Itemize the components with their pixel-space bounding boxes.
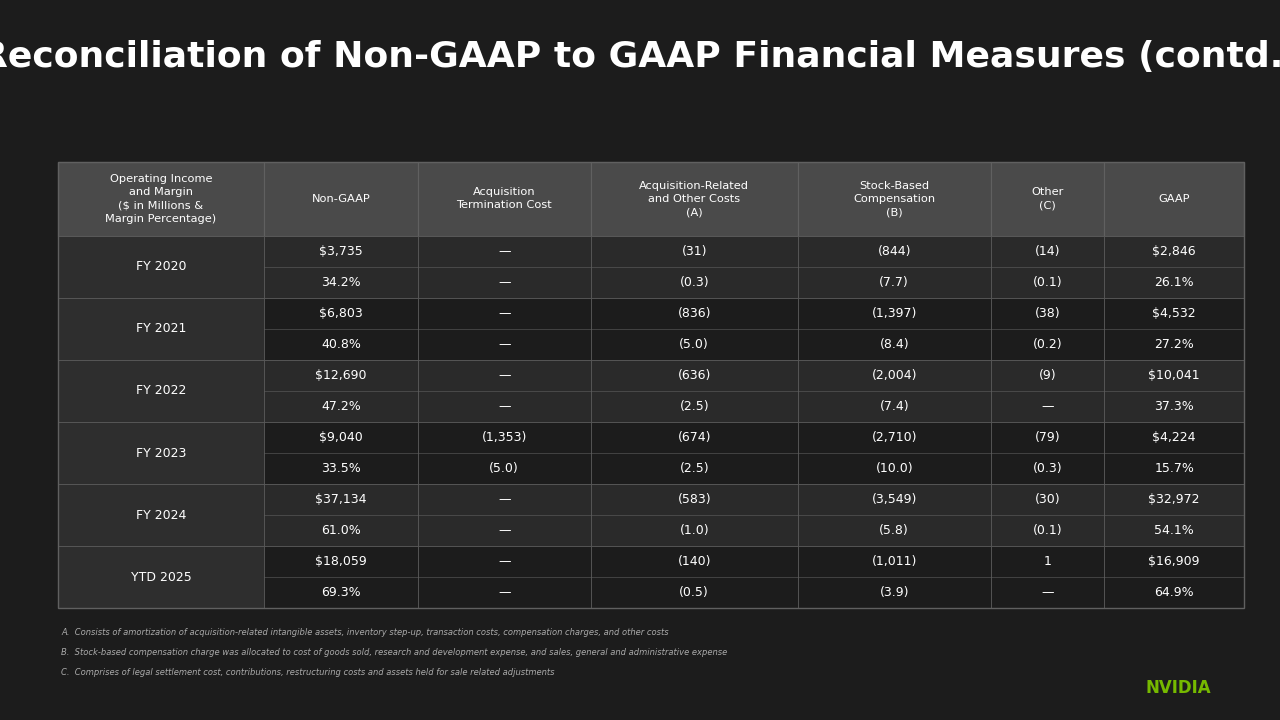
Text: —: — — [498, 245, 511, 258]
Text: $32,972: $32,972 — [1148, 493, 1199, 506]
Text: $37,134: $37,134 — [315, 493, 366, 506]
Text: —: — — [498, 369, 511, 382]
Text: (10.0): (10.0) — [876, 462, 913, 475]
Text: $9,040: $9,040 — [319, 431, 362, 444]
Text: (0.1): (0.1) — [1033, 524, 1062, 537]
Text: B.  Stock-based compensation charge was allocated to cost of goods sold, researc: B. Stock-based compensation charge was a… — [61, 648, 728, 657]
Text: —: — — [498, 586, 511, 599]
Text: Stock-Based
Compensation
(B): Stock-Based Compensation (B) — [854, 181, 936, 217]
Text: (30): (30) — [1034, 493, 1060, 506]
Text: NVIDIA: NVIDIA — [1146, 678, 1211, 697]
Text: (31): (31) — [681, 245, 707, 258]
Text: 27.2%: 27.2% — [1155, 338, 1194, 351]
Text: —: — — [498, 493, 511, 506]
Text: (0.5): (0.5) — [680, 586, 709, 599]
Text: (674): (674) — [677, 431, 710, 444]
Text: (3.9): (3.9) — [879, 586, 909, 599]
Text: (9): (9) — [1038, 369, 1056, 382]
Text: —: — — [498, 400, 511, 413]
Text: (844): (844) — [878, 245, 911, 258]
Text: Operating Income
and Margin
($ in Millions &
Margin Percentage): Operating Income and Margin ($ in Millio… — [105, 174, 216, 224]
Text: C.  Comprises of legal settlement cost, contributions, restructuring costs and a: C. Comprises of legal settlement cost, c… — [61, 668, 556, 677]
Text: —: — — [498, 555, 511, 568]
Text: (2.5): (2.5) — [680, 400, 709, 413]
Text: GAAP: GAAP — [1158, 194, 1190, 204]
Text: (5.8): (5.8) — [879, 524, 909, 537]
Text: Non-GAAP: Non-GAAP — [311, 194, 370, 204]
Text: (5.0): (5.0) — [680, 338, 709, 351]
Text: $10,041: $10,041 — [1148, 369, 1199, 382]
Text: 33.5%: 33.5% — [321, 462, 361, 475]
Text: Acquisition-Related
and Other Costs
(A): Acquisition-Related and Other Costs (A) — [639, 181, 749, 217]
Text: (1,353): (1,353) — [481, 431, 527, 444]
Text: YTD 2025: YTD 2025 — [131, 571, 191, 584]
Text: (79): (79) — [1034, 431, 1060, 444]
Text: —: — — [498, 276, 511, 289]
Text: (0.2): (0.2) — [1033, 338, 1062, 351]
Text: 1: 1 — [1043, 555, 1051, 568]
Text: (38): (38) — [1034, 307, 1060, 320]
Text: $3,735: $3,735 — [319, 245, 362, 258]
Text: Acquisition
Termination Cost: Acquisition Termination Cost — [457, 187, 552, 210]
Text: $12,690: $12,690 — [315, 369, 366, 382]
Text: 15.7%: 15.7% — [1155, 462, 1194, 475]
Text: 26.1%: 26.1% — [1155, 276, 1194, 289]
Text: —: — — [498, 524, 511, 537]
Text: (140): (140) — [677, 555, 710, 568]
Text: A.  Consists of amortization of acquisition-related intangible assets, inventory: A. Consists of amortization of acquisiti… — [61, 628, 669, 636]
Text: —: — — [1041, 400, 1053, 413]
Text: $2,846: $2,846 — [1152, 245, 1196, 258]
Text: $4,532: $4,532 — [1152, 307, 1196, 320]
Text: (1.0): (1.0) — [680, 524, 709, 537]
Text: (5.0): (5.0) — [489, 462, 520, 475]
Text: (3,549): (3,549) — [872, 493, 916, 506]
Text: (8.4): (8.4) — [879, 338, 909, 351]
Text: FY 2022: FY 2022 — [136, 384, 186, 397]
Text: 37.3%: 37.3% — [1155, 400, 1194, 413]
Text: —: — — [1041, 586, 1053, 599]
Text: (636): (636) — [677, 369, 710, 382]
Text: —: — — [498, 338, 511, 351]
Text: (0.3): (0.3) — [680, 276, 709, 289]
Text: (1,397): (1,397) — [872, 307, 916, 320]
Text: FY 2024: FY 2024 — [136, 509, 186, 522]
Text: (1,011): (1,011) — [872, 555, 916, 568]
Text: $16,909: $16,909 — [1148, 555, 1199, 568]
Text: 61.0%: 61.0% — [321, 524, 361, 537]
Text: (7.7): (7.7) — [879, 276, 909, 289]
Text: (14): (14) — [1034, 245, 1060, 258]
Text: 64.9%: 64.9% — [1155, 586, 1194, 599]
Text: Other
(C): Other (C) — [1032, 187, 1064, 210]
Text: (583): (583) — [677, 493, 710, 506]
Text: FY 2020: FY 2020 — [136, 260, 186, 273]
Text: 69.3%: 69.3% — [321, 586, 361, 599]
Text: (0.1): (0.1) — [1033, 276, 1062, 289]
Text: 54.1%: 54.1% — [1155, 524, 1194, 537]
Text: 47.2%: 47.2% — [321, 400, 361, 413]
Text: FY 2021: FY 2021 — [136, 323, 186, 336]
Text: (836): (836) — [677, 307, 710, 320]
Text: —: — — [498, 307, 511, 320]
Text: FY 2023: FY 2023 — [136, 446, 186, 459]
Text: (0.3): (0.3) — [1033, 462, 1062, 475]
Text: $6,803: $6,803 — [319, 307, 362, 320]
Text: Reconciliation of Non-GAAP to GAAP Financial Measures (contd.): Reconciliation of Non-GAAP to GAAP Finan… — [0, 40, 1280, 73]
Text: 40.8%: 40.8% — [321, 338, 361, 351]
Text: 34.2%: 34.2% — [321, 276, 361, 289]
Text: (2.5): (2.5) — [680, 462, 709, 475]
Text: (7.4): (7.4) — [879, 400, 909, 413]
Text: (2,004): (2,004) — [872, 369, 916, 382]
Text: $18,059: $18,059 — [315, 555, 367, 568]
Text: $4,224: $4,224 — [1152, 431, 1196, 444]
Text: (2,710): (2,710) — [872, 431, 916, 444]
